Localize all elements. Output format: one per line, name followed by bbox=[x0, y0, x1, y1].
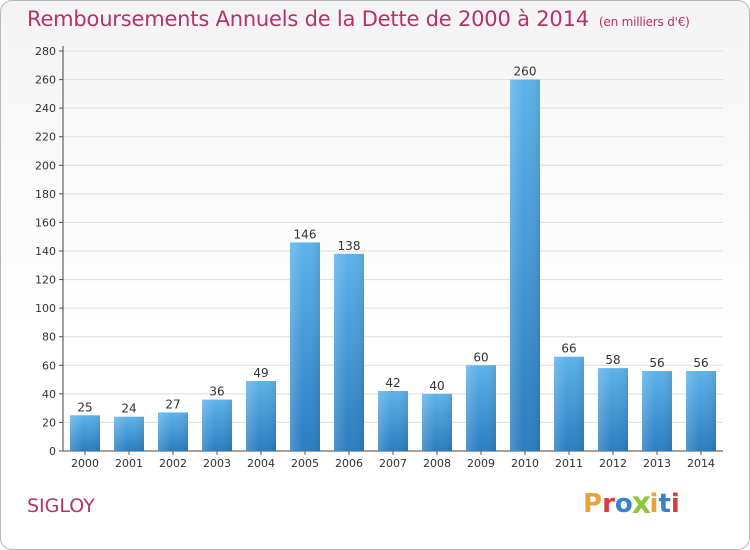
y-tick-label: 40 bbox=[42, 388, 56, 401]
bar-shade bbox=[158, 412, 188, 451]
bars bbox=[70, 79, 716, 452]
y-tick-label: 180 bbox=[35, 188, 56, 201]
x-tick-label: 2001 bbox=[115, 457, 143, 470]
x-tick-label: 2012 bbox=[599, 457, 627, 470]
data-labels: 25 24 27 36 49 146 138 42 40 60 260 66 58 56 56 bbox=[77, 65, 708, 416]
logo-letter: i bbox=[649, 489, 659, 519]
data-label: 138 bbox=[338, 239, 361, 253]
chart-unit-label: (en milliers d'€) bbox=[598, 15, 690, 29]
logo-letter: i bbox=[670, 489, 680, 519]
bar-shade bbox=[686, 371, 716, 451]
proxiti-logo[interactable]: Proxiti bbox=[583, 486, 680, 522]
bar-shade bbox=[114, 416, 144, 451]
data-label: 58 bbox=[605, 353, 620, 367]
data-label: 42 bbox=[385, 376, 400, 390]
y-tick-label: 240 bbox=[35, 102, 56, 115]
x-tick-label: 2008 bbox=[423, 457, 451, 470]
y-tick-label: 200 bbox=[35, 159, 56, 172]
bar-shade bbox=[378, 391, 408, 451]
data-label: 24 bbox=[121, 402, 136, 416]
bar-shade bbox=[422, 393, 452, 451]
chart-title: Remboursements Annuels de la Dette de 20… bbox=[27, 7, 690, 31]
y-tick-label: 0 bbox=[49, 445, 56, 458]
x-tick-label: 2013 bbox=[643, 457, 671, 470]
bar-shade bbox=[598, 368, 628, 451]
bar-shade bbox=[70, 415, 100, 451]
y-tick-label: 260 bbox=[35, 74, 56, 87]
chart-title-text: Remboursements Annuels de la Dette de 20… bbox=[27, 7, 589, 31]
y-tick-label: 60 bbox=[42, 359, 56, 372]
data-label: 56 bbox=[649, 356, 664, 370]
data-label: 25 bbox=[77, 400, 92, 414]
y-tick-label: 120 bbox=[35, 274, 56, 287]
data-label: 146 bbox=[294, 227, 317, 241]
bar-shade bbox=[334, 253, 364, 451]
bar-shade bbox=[642, 371, 672, 451]
logo-letter: x bbox=[631, 486, 651, 522]
y-tick-label: 20 bbox=[42, 416, 56, 429]
data-label: 49 bbox=[253, 366, 268, 380]
data-label: 60 bbox=[473, 350, 488, 364]
y-tick-label: 140 bbox=[35, 245, 56, 258]
x-tick-label: 2009 bbox=[467, 457, 495, 470]
x-tick-label: 2010 bbox=[511, 457, 539, 470]
logo-letter: t bbox=[658, 489, 671, 519]
x-tick-label: 2007 bbox=[379, 457, 407, 470]
logo-letter: P bbox=[583, 489, 603, 519]
x-tick-label: 2002 bbox=[159, 457, 187, 470]
x-tick-label: 2005 bbox=[291, 457, 319, 470]
bar-shade bbox=[290, 242, 320, 451]
data-label: 260 bbox=[514, 65, 537, 79]
data-label: 40 bbox=[429, 379, 444, 393]
logo-letter: r bbox=[602, 489, 615, 519]
data-label: 27 bbox=[165, 397, 180, 411]
x-tick-label: 2000 bbox=[71, 457, 99, 470]
y-tick-label: 220 bbox=[35, 131, 56, 144]
bar-shade bbox=[510, 79, 540, 452]
bar-shade bbox=[246, 381, 276, 451]
y-tick-label: 160 bbox=[35, 216, 56, 229]
y-tick-label: 80 bbox=[42, 331, 56, 344]
x-tick-label: 2011 bbox=[555, 457, 583, 470]
bar-shade bbox=[466, 365, 496, 451]
bar-shade bbox=[554, 356, 584, 451]
x-tick-label: 2003 bbox=[203, 457, 231, 470]
x-tick-label: 2006 bbox=[335, 457, 363, 470]
y-tick-label: 280 bbox=[35, 45, 56, 58]
data-label: 66 bbox=[561, 342, 576, 356]
data-label: 56 bbox=[693, 356, 708, 370]
logo-letter: o bbox=[614, 489, 633, 519]
y-tick-label: 100 bbox=[35, 302, 56, 315]
data-label: 36 bbox=[209, 385, 224, 399]
x-tick-label: 2004 bbox=[247, 457, 275, 470]
place-name: SIGLOY bbox=[27, 495, 95, 517]
bar-shade bbox=[202, 399, 232, 451]
x-tick-label: 2014 bbox=[687, 457, 715, 470]
